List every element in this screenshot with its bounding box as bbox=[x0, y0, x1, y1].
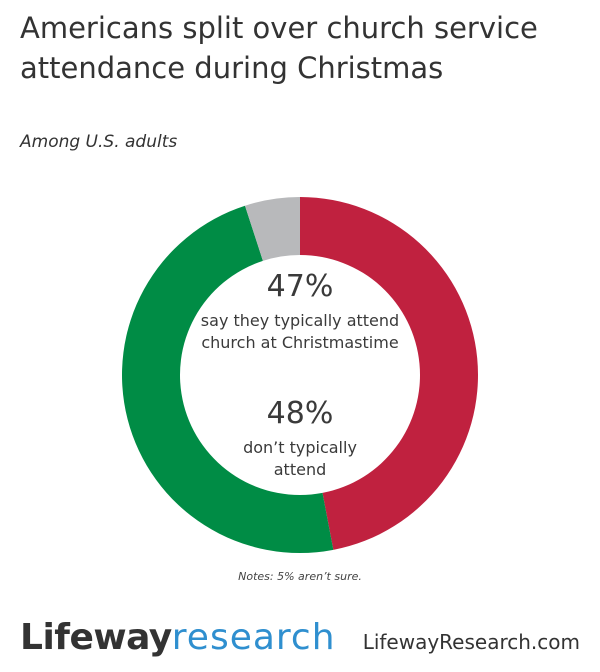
annotation-attend-text: say they typically attend church at Chri… bbox=[200, 311, 400, 352]
annotation-not-attend-text: don’t typically attend bbox=[243, 438, 357, 479]
donut-slice-2 bbox=[244, 197, 300, 261]
chart-title: Americans split over church service atte… bbox=[20, 11, 538, 85]
lifeway-research-logo: Lifewayresearch bbox=[20, 616, 336, 660]
annotation-not-attend: 48% don’t typically attend bbox=[220, 397, 380, 481]
logo-part1: Lifeway bbox=[20, 617, 172, 658]
chart-subtitle: Among U.S. adults bbox=[20, 132, 178, 152]
donut-slice-0 bbox=[300, 197, 479, 550]
website-url: LifewayResearch.com bbox=[362, 630, 580, 654]
logo-part2: research bbox=[171, 617, 336, 658]
annotation-attend: 47% say they typically attend church at … bbox=[180, 270, 420, 354]
annotation-not-attend-value: 48% bbox=[266, 396, 334, 431]
chart-notes: Notes: 5% aren’t sure. bbox=[238, 570, 362, 583]
donut-slice-1 bbox=[121, 205, 334, 553]
annotation-attend-value: 47% bbox=[266, 269, 334, 304]
